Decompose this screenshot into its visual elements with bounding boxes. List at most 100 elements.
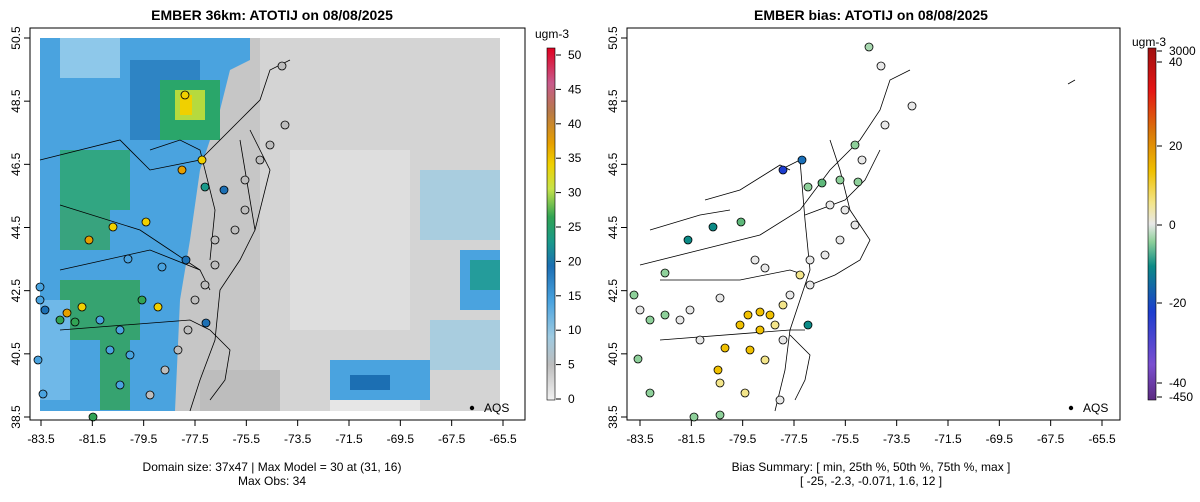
left-colorbar-tick-label: 20 bbox=[568, 254, 582, 268]
right-colorbar bbox=[1147, 47, 1157, 401]
obs-point bbox=[160, 365, 170, 375]
obs-point bbox=[797, 155, 807, 165]
legend-dot-icon bbox=[469, 405, 475, 411]
obs-point bbox=[685, 305, 695, 315]
right-y-tick-label: 38.5 bbox=[606, 405, 620, 429]
obs-point bbox=[876, 61, 886, 71]
obs-point bbox=[145, 390, 155, 400]
legend-dot-icon bbox=[1068, 405, 1074, 411]
obs-point bbox=[62, 308, 72, 318]
right-colorbar-tick-label: -40 bbox=[1169, 376, 1187, 390]
right-panel: EMBER bias: ATOTIJ on 08/08/2025 bbox=[606, 7, 1196, 488]
left-aqs-points bbox=[33, 61, 290, 422]
left-panel: EMBER 36km: ATOTIJ on 08/08/2025 bbox=[9, 7, 582, 488]
obs-point bbox=[115, 325, 125, 335]
right-x-tick-label: -67.5 bbox=[1037, 432, 1065, 446]
left-colorbar-tick-label: 45 bbox=[568, 82, 582, 96]
left-x-axis: -83.5 -81.5 -79.5 -77.5 -75.5 -73.5 -71.5 -69.5… bbox=[27, 420, 517, 446]
left-y-tick-label: 38.5 bbox=[9, 405, 23, 429]
left-y-axis: 38.5 40.5 42.5 44.5 46.5 48.5 50.5 bbox=[9, 26, 30, 429]
right-plot-frame bbox=[626, 27, 1121, 421]
obs-point bbox=[820, 250, 830, 260]
right-colorbar-tick-label: 40 bbox=[1169, 55, 1183, 69]
obs-point bbox=[715, 410, 725, 420]
obs-point bbox=[660, 268, 670, 278]
right-caption-line1: Bias Summary: [ min, 25th %, 50th %, 75t… bbox=[732, 460, 1011, 474]
left-y-tick-label: 40.5 bbox=[9, 342, 23, 366]
left-x-tick-label: -69.5 bbox=[387, 432, 415, 446]
right-y-tick-label: 50.5 bbox=[606, 26, 620, 50]
left-y-tick-label: 44.5 bbox=[9, 215, 23, 239]
right-x-axis: -83.5 -81.5 -79.5 -77.5 -75.5 -73.5 -71.5 -69.5… bbox=[626, 420, 1116, 446]
right-colorbar-tick-label: 20 bbox=[1169, 139, 1183, 153]
obs-point bbox=[805, 255, 815, 265]
left-y-tick-label: 48.5 bbox=[9, 89, 23, 113]
obs-point bbox=[77, 302, 87, 312]
obs-point bbox=[180, 90, 190, 100]
right-y-tick-label: 48.5 bbox=[606, 89, 620, 113]
obs-point bbox=[713, 365, 723, 375]
left-colorbar-tick-label: 50 bbox=[568, 48, 582, 62]
left-x-tick-label: -83.5 bbox=[27, 432, 55, 446]
right-caption-line2: [ -25, -2.3, -0.071, 1.6, 12 ] bbox=[800, 474, 942, 488]
obs-point bbox=[141, 217, 151, 227]
left-x-tick-label: -67.5 bbox=[438, 432, 466, 446]
left-x-tick-label: -81.5 bbox=[79, 432, 107, 446]
obs-point bbox=[760, 263, 770, 273]
obs-point bbox=[850, 140, 860, 150]
obs-point bbox=[177, 165, 187, 175]
obs-point bbox=[70, 317, 80, 327]
right-colorbar-tick-label: 0 bbox=[1169, 218, 1176, 232]
obs-point bbox=[88, 412, 98, 422]
left-caption-line1: Domain size: 37x47 | Max Model = 30 at (… bbox=[143, 460, 402, 474]
left-concentration-field bbox=[39, 38, 500, 412]
obs-point bbox=[183, 325, 193, 335]
obs-point bbox=[675, 315, 685, 325]
obs-point bbox=[775, 395, 785, 405]
left-colorbar-tick-label: 10 bbox=[568, 323, 582, 337]
obs-point bbox=[683, 235, 693, 245]
obs-point bbox=[880, 120, 890, 130]
right-aqs-points bbox=[629, 42, 917, 422]
obs-point bbox=[778, 165, 788, 175]
obs-point bbox=[123, 254, 133, 264]
obs-point bbox=[740, 388, 750, 398]
obs-point bbox=[689, 412, 699, 422]
obs-point bbox=[280, 120, 290, 130]
obs-point bbox=[40, 305, 50, 315]
obs-point bbox=[200, 182, 210, 192]
right-x-tick-label: -77.5 bbox=[780, 432, 808, 446]
obs-point bbox=[755, 307, 765, 317]
right-panel-title: EMBER bias: ATOTIJ on 08/08/2025 bbox=[754, 7, 988, 23]
obs-point bbox=[157, 262, 167, 272]
left-colorbar-tick-label: 5 bbox=[568, 358, 575, 372]
obs-point bbox=[210, 235, 220, 245]
left-colorbar-tick-label: 0 bbox=[568, 392, 575, 406]
obs-point bbox=[277, 61, 287, 71]
left-colorbar-tick-label: 30 bbox=[568, 186, 582, 200]
obs-point bbox=[835, 175, 845, 185]
right-colorbar-tick-label: -20 bbox=[1169, 296, 1187, 310]
obs-point bbox=[736, 217, 746, 227]
obs-point bbox=[817, 178, 827, 188]
obs-point bbox=[857, 155, 867, 165]
right-x-tick-label: -73.5 bbox=[883, 432, 911, 446]
obs-point bbox=[803, 320, 813, 330]
obs-point bbox=[38, 389, 48, 399]
obs-point bbox=[55, 315, 65, 325]
left-colorbar-tick-label: 25 bbox=[568, 220, 582, 234]
right-legend-label: AQS bbox=[1083, 401, 1108, 415]
obs-point bbox=[760, 355, 770, 365]
left-x-tick-label: -73.5 bbox=[284, 432, 312, 446]
obs-point bbox=[200, 280, 210, 290]
obs-point bbox=[715, 378, 725, 388]
left-y-tick-label: 50.5 bbox=[9, 26, 23, 50]
obs-point bbox=[660, 310, 670, 320]
obs-point bbox=[219, 185, 229, 195]
right-y-tick-label: 46.5 bbox=[606, 152, 620, 176]
obs-point bbox=[708, 222, 718, 232]
right-colorbar-tick-label: -450 bbox=[1169, 390, 1193, 404]
left-panel-title: EMBER 36km: ATOTIJ on 08/08/2025 bbox=[151, 7, 393, 23]
obs-point bbox=[240, 175, 250, 185]
